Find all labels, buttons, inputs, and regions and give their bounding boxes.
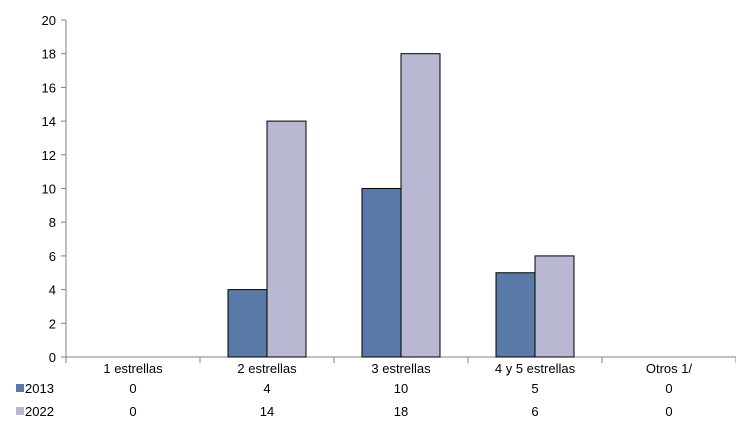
legend-key-2013 (16, 384, 24, 392)
x-tick-label: 1 estrellas (103, 361, 163, 376)
legend-key-2022 (16, 407, 24, 415)
data-table-value: 6 (531, 404, 538, 419)
x-tick-label: 2 estrellas (237, 361, 297, 376)
y-tick-label: 16 (42, 80, 56, 95)
data-table-value: 0 (665, 381, 672, 396)
x-tick-label: Otros 1/ (646, 361, 693, 376)
y-tick-label: 18 (42, 47, 56, 62)
bar-2022 (266, 120, 307, 358)
y-tick-label: 4 (49, 283, 56, 298)
x-tick-label: 3 estrellas (371, 361, 431, 376)
y-tick-label: 20 (42, 13, 56, 28)
legend-label: 2013 (25, 381, 54, 396)
y-tick-label: 6 (49, 249, 56, 264)
data-table-value: 0 (129, 381, 136, 396)
y-tick-label: 0 (49, 350, 56, 365)
bars (227, 53, 575, 358)
bar-2013 (227, 289, 268, 358)
y-tick-label: 12 (42, 148, 56, 163)
data-table: 2013 0 4 10 5 0 2022 0 14 18 6 0 (16, 381, 673, 419)
y-tick-label: 14 (42, 114, 56, 129)
y-tick-label: 8 (49, 215, 56, 230)
x-tick-label: 4 y 5 estrellas (495, 361, 576, 376)
data-table-value: 14 (260, 404, 274, 419)
bar-2013 (361, 188, 402, 358)
data-table-value: 10 (394, 381, 408, 396)
data-table-value: 4 (263, 381, 270, 396)
data-table-value: 0 (129, 404, 136, 419)
y-tick-label: 10 (42, 182, 56, 197)
data-table-value: 0 (665, 404, 672, 419)
y-tick-label: 2 (49, 316, 56, 331)
axes: 0 2 4 6 8 10 12 14 16 18 20 1 estrellas 2 estrellas 3… (42, 13, 736, 376)
bar-2013 (495, 272, 536, 358)
data-table-value: 18 (394, 404, 408, 419)
bar-2022 (534, 255, 575, 358)
bar-2022 (400, 53, 441, 358)
data-table-value: 5 (531, 381, 538, 396)
legend-label: 2022 (25, 404, 54, 419)
